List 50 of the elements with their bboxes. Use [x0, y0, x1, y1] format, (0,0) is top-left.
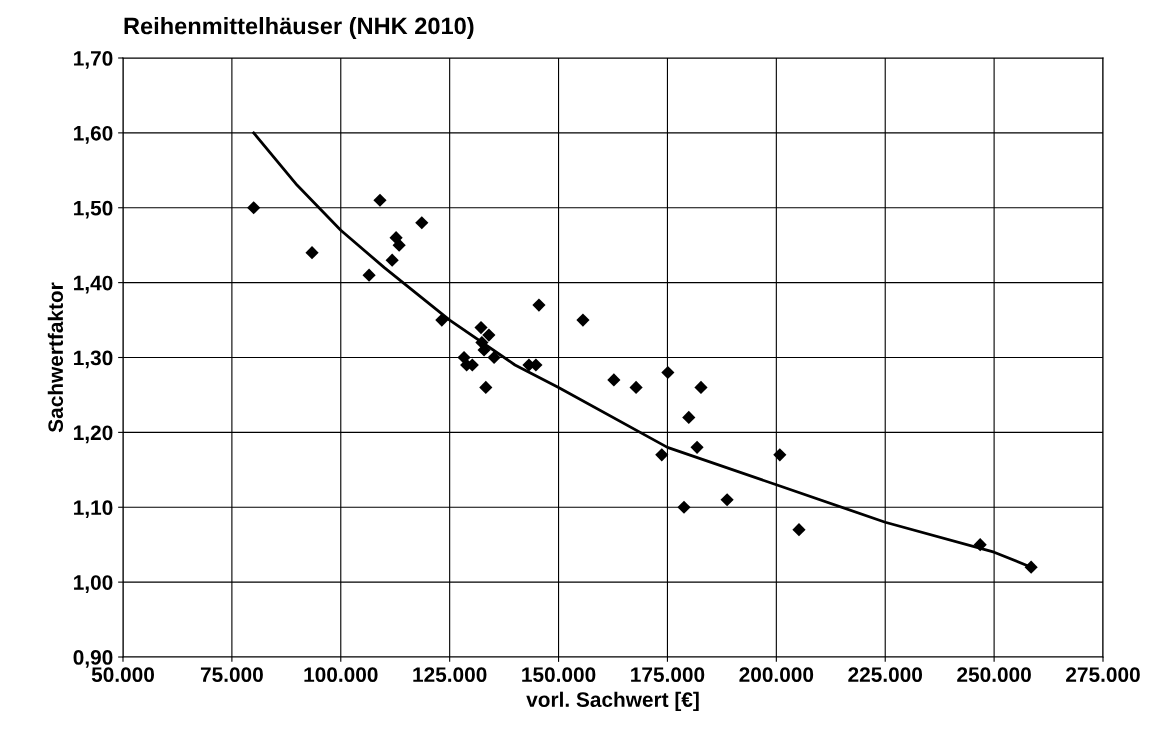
y-tick-label: 1,40	[74, 275, 113, 294]
point	[362, 268, 376, 282]
point	[373, 193, 387, 207]
y-axis-title: Sachwertfaktor	[47, 282, 64, 433]
point	[661, 365, 675, 380]
point	[482, 328, 496, 342]
point	[792, 523, 806, 537]
point	[682, 410, 696, 424]
x-tick-label: 125.000	[413, 667, 487, 683]
y-tick-label: 0,90	[73, 650, 113, 668]
y-tick-label: 1,60	[74, 125, 113, 144]
point	[457, 350, 471, 365]
point	[479, 380, 493, 395]
point	[576, 313, 590, 327]
point	[385, 253, 399, 267]
point	[720, 493, 734, 507]
point	[415, 216, 429, 230]
point	[629, 380, 643, 395]
point	[1024, 560, 1038, 574]
chart-title: Reihenmittelhäuser (NHK 2010)	[124, 17, 474, 40]
y-tick-label: 1,10	[74, 500, 113, 519]
x-tick-label: 275.000	[1066, 667, 1140, 683]
point	[247, 201, 261, 215]
point	[973, 538, 987, 552]
x-tick-label: 175.000	[631, 667, 705, 683]
x-tick-label: 75.000	[200, 667, 263, 683]
y-tick-label: 1,30	[74, 350, 113, 369]
point	[435, 313, 449, 327]
point	[392, 238, 406, 252]
point	[532, 298, 546, 312]
point	[474, 320, 488, 335]
x-axis-title: vorl. Sachwert [€]	[526, 691, 699, 712]
point	[677, 500, 691, 514]
point	[655, 448, 669, 462]
y-tick-label: 1,20	[74, 425, 113, 444]
point	[694, 380, 708, 395]
point	[305, 246, 319, 260]
x-tick-label: 150.000	[522, 667, 596, 683]
point	[607, 373, 621, 387]
point	[690, 440, 704, 454]
y-tick-label: 1,00	[74, 575, 113, 593]
point	[773, 448, 787, 462]
point	[487, 350, 501, 365]
y-tick-label: 1,70	[74, 51, 113, 69]
x-tick-label: 200.000	[739, 667, 814, 683]
x-tick-label: 100.000	[304, 667, 378, 683]
x-tick-label: 225.000	[848, 667, 923, 683]
y-tick-label: 1,50	[74, 200, 113, 219]
x-tick-label: 50.000	[91, 667, 155, 683]
x-tick-label: 250.000	[957, 667, 1031, 683]
